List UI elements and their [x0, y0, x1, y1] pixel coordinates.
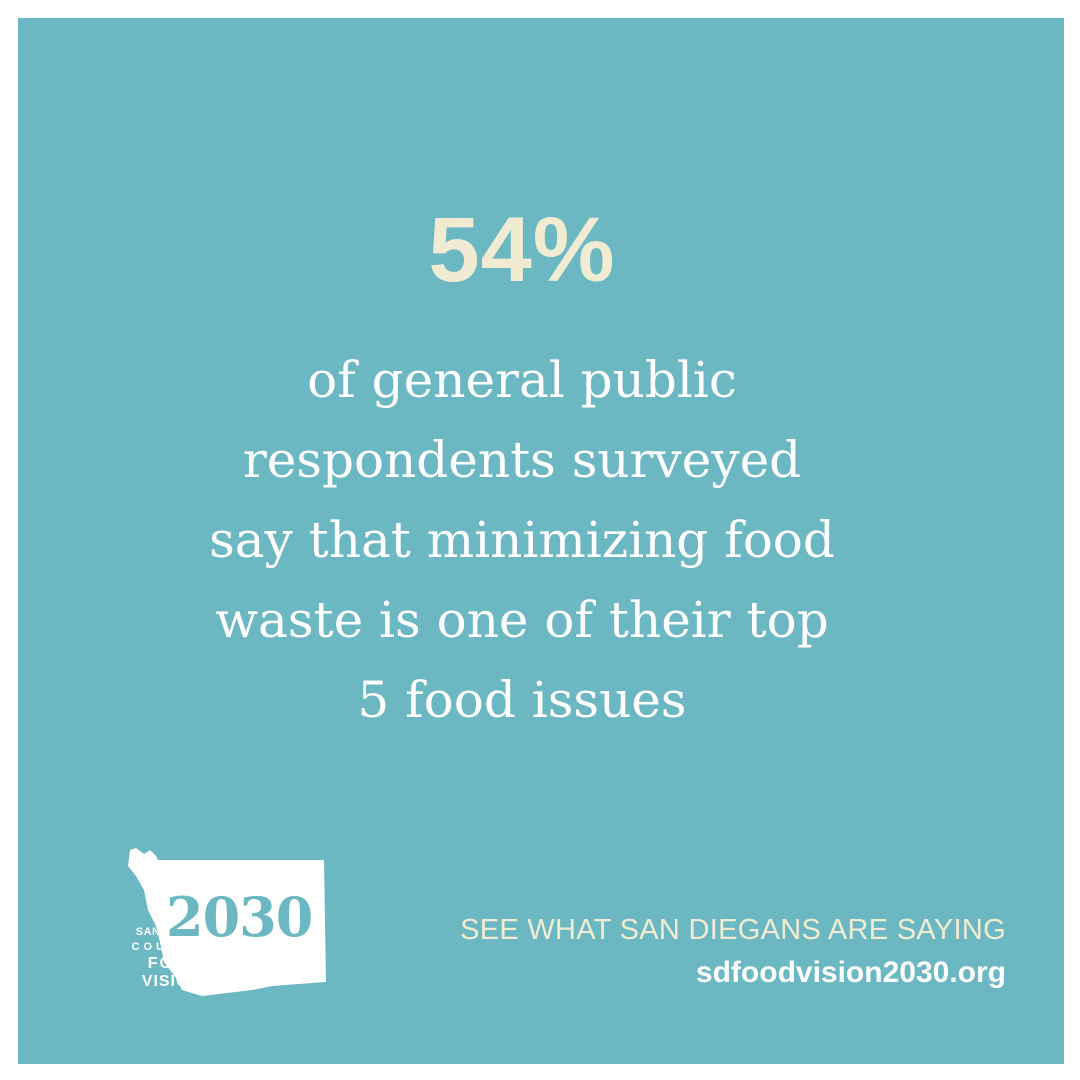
description-line: of general public — [307, 351, 737, 409]
website-link[interactable]: sdfoodvision2030.org — [695, 956, 1006, 989]
stat-percentage: 54% — [428, 199, 616, 301]
food-vision-logo: SAN DIEGO COUNTY FOOD VISION 2030 — [52, 830, 352, 1000]
description-line: respondents surveyed — [242, 431, 802, 489]
logo-text-food: FOOD — [147, 955, 202, 972]
san-diego-county-map-icon — [128, 848, 326, 996]
logo-year: 2030 — [166, 885, 313, 949]
cta-text: SEE WHAT SAN DIEGANS ARE SAYING — [460, 914, 1006, 946]
stat-description: of general public respondents surveyed s… — [0, 340, 1062, 740]
logo-text-county: COUNTY — [131, 941, 202, 953]
description-line: 5 food issues — [357, 671, 687, 729]
description-line: waste is one of their top — [215, 591, 829, 649]
logo-text-san-diego: SAN DIEGO — [135, 926, 202, 938]
logo-text-vision: VISION — [141, 973, 202, 990]
description-line: say that minimizing food — [209, 511, 835, 569]
